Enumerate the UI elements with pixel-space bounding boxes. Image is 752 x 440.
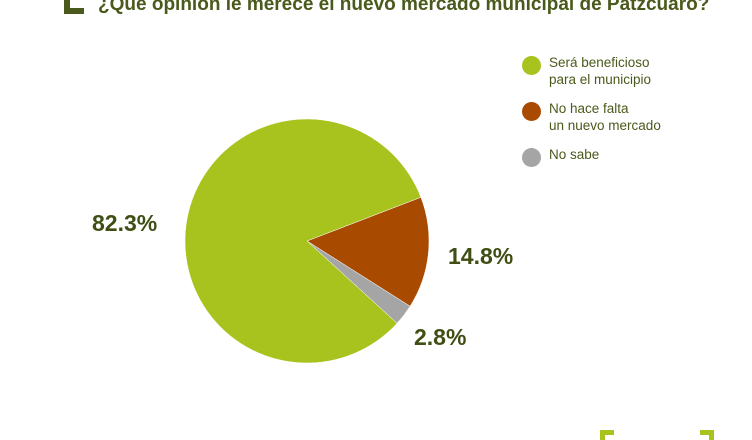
- chart-title: ¿Qué opinión le merece el nuevo mercado …: [98, 0, 710, 15]
- data-label-beneficioso: 82.3%: [92, 210, 158, 236]
- legend-label-no-sabe: No sabe: [549, 147, 600, 162]
- legend-swatch-no-sabe: [522, 148, 541, 167]
- corner-bracket-left: [600, 430, 614, 440]
- legend: Será beneficioso para el municipio No ha…: [522, 54, 742, 179]
- data-label-no-hace-falta: 14.8%: [448, 243, 514, 269]
- pie-slice-no-hace-falta: [306, 196, 430, 307]
- title-bracket-mark: [64, 0, 84, 14]
- corner-bracket-right: [700, 430, 714, 440]
- pie-slices: [184, 118, 430, 364]
- legend-swatch-beneficioso: [522, 56, 541, 75]
- data-label-no-sabe: 2.8%: [414, 324, 467, 350]
- legend-swatch-no-hace-falta: [522, 102, 541, 121]
- pie-slice-beneficioso: [184, 118, 422, 364]
- legend-item-no-sabe: No sabe: [522, 146, 742, 167]
- legend-label-beneficioso: Será beneficioso para el municipio: [549, 55, 652, 87]
- legend-item-beneficioso: Será beneficioso para el municipio: [522, 54, 742, 88]
- legend-label-no-hace-falta: No hace falta un nuevo mercado: [549, 101, 661, 133]
- legend-item-no-hace-falta: No hace falta un nuevo mercado: [522, 100, 742, 134]
